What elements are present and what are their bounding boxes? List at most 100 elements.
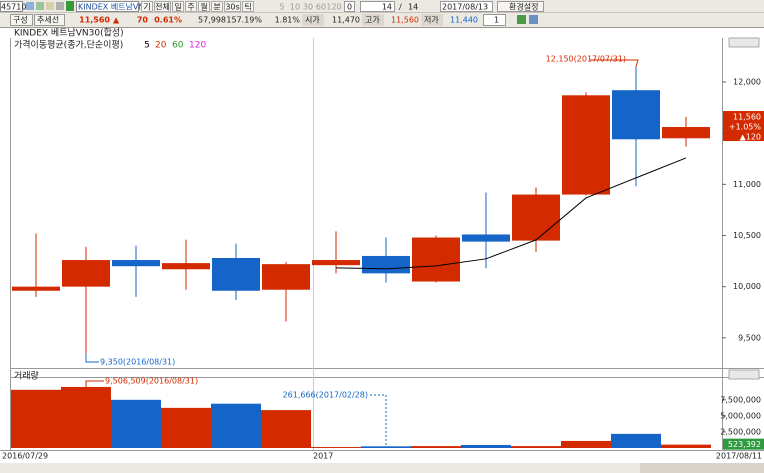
indicator: 가격이동평균(종가,단순이평) — [14, 39, 123, 51]
period: 기 — [143, 3, 150, 12]
candle-body — [362, 255, 410, 274]
period-button[interactable] — [198, 1, 210, 12]
count-option: 10 — [290, 3, 300, 12]
count-box[interactable] — [483, 14, 506, 26]
period-button[interactable] — [185, 1, 197, 12]
candle-body — [512, 194, 560, 241]
period-button[interactable] — [211, 1, 223, 12]
candle-body — [212, 258, 260, 291]
last-volume-label: 523,392 — [728, 440, 761, 449]
period-button[interactable] — [154, 1, 171, 12]
total: 14 — [408, 3, 418, 12]
code-input[interactable] — [0, 1, 23, 12]
icon[interactable] — [529, 15, 538, 24]
icon[interactable] — [56, 2, 64, 10]
annotation: 12,150(2017/07/31) — [546, 55, 626, 64]
separator: / — [399, 3, 402, 12]
y-tick-label: 7,500,000 — [720, 395, 761, 404]
volume-bar — [111, 399, 161, 448]
annotation-line — [370, 394, 387, 447]
settings-button[interactable] — [497, 1, 544, 12]
icon[interactable] — [26, 2, 34, 10]
x-tick-label: 2016/07/29 — [2, 452, 48, 461]
candle-body — [612, 90, 660, 140]
volume-bar — [261, 410, 311, 448]
y-tick-label: 10,000 — [733, 282, 761, 291]
annotation-line — [590, 59, 639, 67]
y-tick-label: 5,000,000 — [720, 411, 761, 420]
button[interactable] — [34, 14, 65, 26]
offset: 0 — [347, 3, 352, 12]
legend-entry: 60 — [172, 41, 184, 51]
x-tick-label: 2017/08/11 — [716, 452, 762, 461]
volume-bar — [161, 407, 211, 448]
price: 11,560 — [79, 16, 110, 25]
legend-entry: 5 — [144, 41, 150, 51]
x-tick-label: 2017 — [313, 452, 333, 461]
ratio: 157.19% — [226, 16, 262, 25]
volume-bar — [211, 403, 261, 448]
panel-buttons[interactable] — [728, 37, 760, 48]
volume-bar — [411, 446, 461, 448]
icon[interactable] — [517, 15, 526, 24]
panel-buttons[interactable] — [728, 369, 760, 380]
volume-bar — [661, 444, 711, 448]
annotation-line — [85, 380, 104, 387]
y-tick-label: 2,500,000 — [720, 427, 761, 436]
period: 전체 — [155, 2, 170, 12]
change: 70 — [137, 16, 149, 25]
volume-title: 거래량 — [14, 370, 39, 382]
code: 45710 — [1, 3, 26, 12]
period-button[interactable] — [141, 1, 153, 12]
name-box[interactable] — [76, 1, 139, 12]
count-option: 120 — [326, 3, 341, 12]
icon[interactable] — [46, 2, 54, 10]
low: 11,440 — [450, 16, 478, 25]
settings: 환경설정 — [509, 2, 538, 12]
volume-bar — [61, 386, 111, 448]
y-tick-label: 11,000 — [733, 180, 761, 189]
candle-body — [162, 263, 210, 270]
candle-body — [412, 237, 460, 282]
button[interactable] — [10, 14, 33, 26]
label-bg — [362, 14, 384, 26]
icon[interactable] — [66, 1, 74, 11]
period-button[interactable] — [172, 1, 184, 12]
period-button[interactable] — [242, 1, 254, 12]
volume: 57,998 — [198, 16, 226, 25]
volume-bar — [511, 446, 561, 448]
volume-bar — [461, 444, 511, 448]
date: 2017/08/13 — [442, 3, 488, 12]
scrollbar[interactable] — [0, 463, 764, 473]
period: 분 — [213, 3, 220, 12]
annotation: 261,666(2017/02/28) — [283, 391, 368, 400]
candle-body — [112, 260, 160, 267]
candle-body — [462, 234, 510, 242]
candle-body — [562, 95, 610, 195]
period-button[interactable] — [224, 1, 241, 12]
date-box[interactable] — [440, 1, 493, 12]
y-tick-label: 9,500 — [738, 333, 761, 342]
button-label: 추세선 — [37, 16, 59, 25]
candle-body — [662, 127, 710, 139]
count: 1 — [494, 16, 499, 25]
icon[interactable] — [36, 2, 44, 10]
open-label: 시가 — [305, 16, 320, 25]
page-box[interactable] — [360, 1, 395, 12]
annotation: 9,506,509(2016/08/31) — [105, 377, 198, 386]
last-price-box — [723, 111, 764, 142]
period: 주 — [187, 3, 194, 12]
period: 일 — [174, 3, 181, 12]
candle-body — [312, 260, 360, 266]
last-price-label: 11,560 — [733, 113, 761, 122]
zoom-controls[interactable] — [640, 463, 764, 473]
y-tick-label: 10,500 — [733, 231, 761, 240]
candle-body — [62, 260, 110, 287]
y-tick-label: 12,000 — [733, 78, 761, 87]
count-option: 60 — [316, 3, 326, 12]
ma-line — [335, 157, 687, 270]
offset-box[interactable] — [344, 1, 355, 12]
high-label: 고가 — [365, 16, 380, 25]
